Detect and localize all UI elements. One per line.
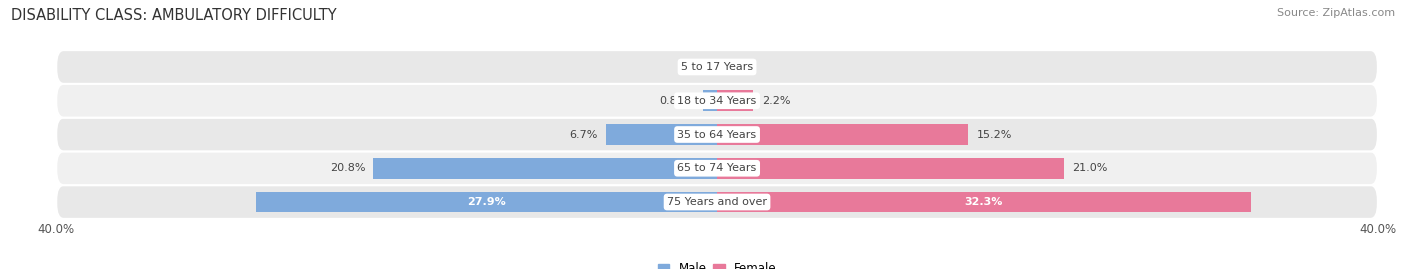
Text: 0.84%: 0.84% (659, 96, 695, 106)
Text: 21.0%: 21.0% (1073, 163, 1108, 173)
Text: 35 to 64 Years: 35 to 64 Years (678, 129, 756, 140)
Text: 20.8%: 20.8% (329, 163, 366, 173)
Text: 15.2%: 15.2% (976, 129, 1012, 140)
FancyBboxPatch shape (56, 151, 1378, 185)
Bar (717, 90, 754, 111)
Text: 6.7%: 6.7% (569, 129, 598, 140)
Text: DISABILITY CLASS: AMBULATORY DIFFICULTY: DISABILITY CLASS: AMBULATORY DIFFICULTY (11, 8, 337, 23)
Legend: Male, Female: Male, Female (652, 258, 782, 269)
Bar (717, 124, 969, 145)
Text: 75 Years and over: 75 Years and over (666, 197, 768, 207)
Text: 0.0%: 0.0% (725, 62, 754, 72)
Bar (717, 158, 1064, 179)
Text: 2.2%: 2.2% (762, 96, 790, 106)
Bar (717, 192, 1251, 213)
Text: 5 to 17 Years: 5 to 17 Years (681, 62, 754, 72)
Bar (606, 124, 717, 145)
Text: 32.3%: 32.3% (965, 197, 1002, 207)
Bar (703, 90, 717, 111)
FancyBboxPatch shape (56, 118, 1378, 151)
Text: 65 to 74 Years: 65 to 74 Years (678, 163, 756, 173)
FancyBboxPatch shape (56, 50, 1378, 84)
Text: 0.0%: 0.0% (681, 62, 709, 72)
Text: 27.9%: 27.9% (467, 197, 506, 207)
Bar (256, 192, 717, 213)
FancyBboxPatch shape (56, 185, 1378, 219)
Text: 18 to 34 Years: 18 to 34 Years (678, 96, 756, 106)
Bar (374, 158, 717, 179)
FancyBboxPatch shape (56, 84, 1378, 118)
Text: Source: ZipAtlas.com: Source: ZipAtlas.com (1277, 8, 1395, 18)
